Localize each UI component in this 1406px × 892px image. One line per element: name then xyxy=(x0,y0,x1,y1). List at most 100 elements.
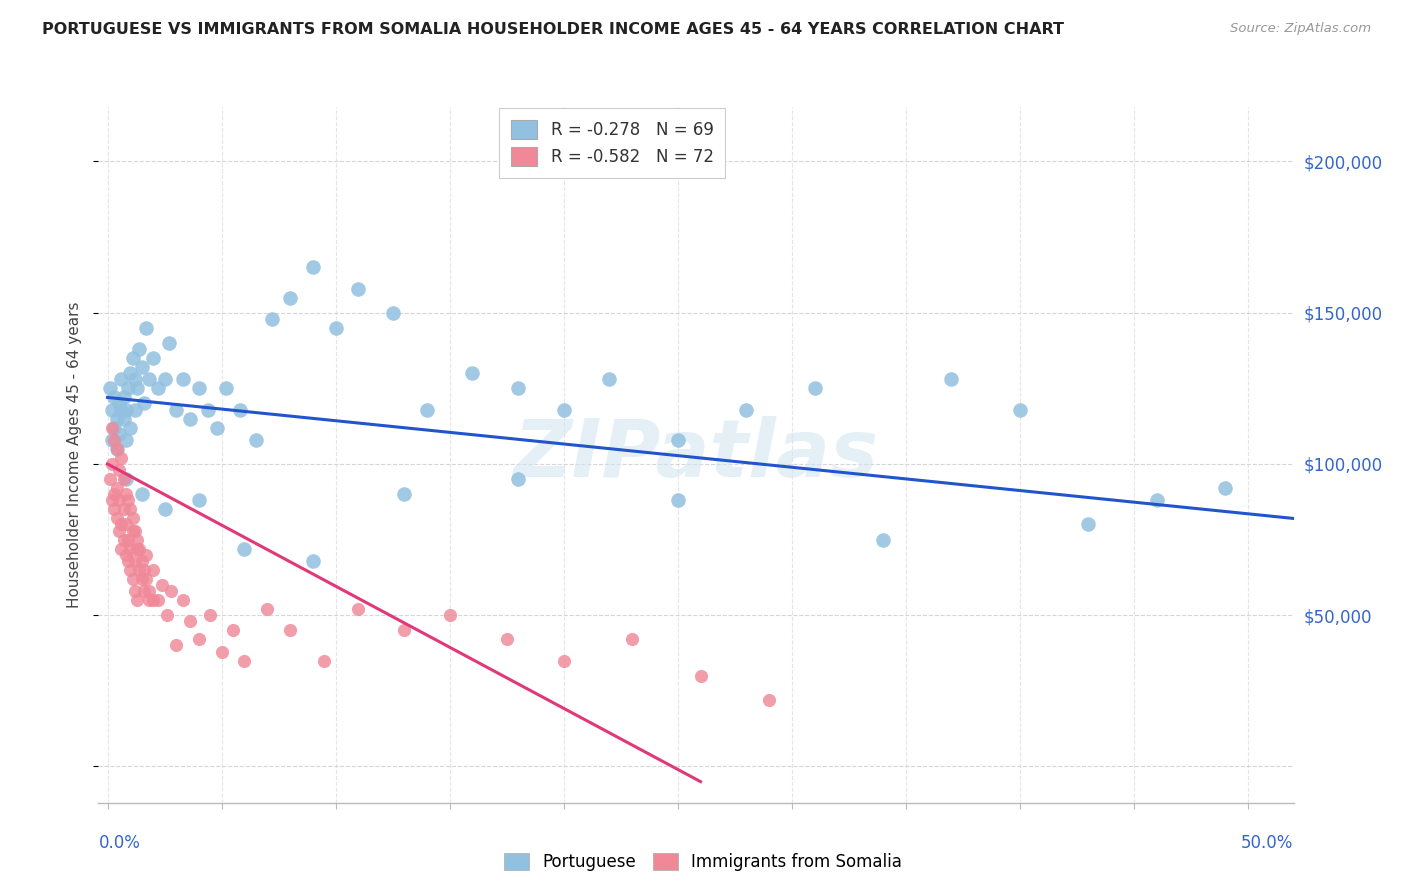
Point xyxy=(211,644,233,658)
Point xyxy=(506,472,529,486)
Point xyxy=(735,402,758,417)
Point xyxy=(347,602,370,616)
Point xyxy=(127,533,149,547)
Point xyxy=(110,402,132,417)
Point xyxy=(131,487,153,501)
Point xyxy=(110,517,132,532)
Point xyxy=(112,502,135,516)
Point xyxy=(117,493,139,508)
Point xyxy=(101,433,124,447)
Point xyxy=(121,511,143,525)
Point xyxy=(553,654,575,668)
Point xyxy=(108,426,131,441)
Point xyxy=(120,563,142,577)
Point xyxy=(1008,402,1031,417)
Point xyxy=(124,402,146,417)
Point xyxy=(314,654,336,668)
Point xyxy=(120,420,142,434)
Point xyxy=(114,402,136,417)
Point xyxy=(124,372,146,386)
Text: ZIPatlas: ZIPatlas xyxy=(513,416,879,494)
Point xyxy=(146,381,169,395)
Point xyxy=(101,457,124,471)
Point xyxy=(256,602,278,616)
Point xyxy=(160,584,183,599)
Point xyxy=(416,402,439,417)
Point xyxy=(165,639,187,653)
Point xyxy=(131,360,153,375)
Point xyxy=(233,541,256,556)
Point xyxy=(156,608,179,623)
Point xyxy=(135,548,157,562)
Point xyxy=(187,381,209,395)
Point xyxy=(135,572,157,586)
Point xyxy=(666,493,689,508)
Point xyxy=(621,632,644,647)
Point xyxy=(381,306,404,320)
Point xyxy=(1077,517,1099,532)
Point xyxy=(222,624,245,638)
Point xyxy=(124,554,146,568)
Point xyxy=(114,472,136,486)
Point xyxy=(187,493,209,508)
Point xyxy=(114,487,136,501)
Point xyxy=(138,593,160,607)
Point xyxy=(132,563,155,577)
Point xyxy=(131,554,153,568)
Point xyxy=(101,493,124,508)
Legend: R = -0.278   N = 69, R = -0.582   N = 72: R = -0.278 N = 69, R = -0.582 N = 72 xyxy=(499,109,725,178)
Point xyxy=(215,381,238,395)
Point xyxy=(153,372,176,386)
Point xyxy=(120,366,142,380)
Point xyxy=(105,442,128,456)
Point xyxy=(245,433,267,447)
Point xyxy=(105,481,128,495)
Point xyxy=(197,402,219,417)
Point xyxy=(187,632,209,647)
Point xyxy=(689,669,711,683)
Point xyxy=(179,615,201,629)
Point xyxy=(941,372,963,386)
Point xyxy=(506,381,529,395)
Point xyxy=(142,593,165,607)
Point xyxy=(114,433,136,447)
Point xyxy=(112,391,135,405)
Text: Source: ZipAtlas.com: Source: ZipAtlas.com xyxy=(1230,22,1371,36)
Point xyxy=(392,487,415,501)
Point xyxy=(131,572,153,586)
Point xyxy=(108,524,131,538)
Point xyxy=(103,420,125,434)
Point xyxy=(461,366,484,380)
Point xyxy=(112,411,135,425)
Point xyxy=(598,372,620,386)
Point xyxy=(132,396,155,410)
Point xyxy=(108,493,131,508)
Point xyxy=(124,524,146,538)
Point xyxy=(105,511,128,525)
Point xyxy=(114,548,136,562)
Point xyxy=(110,372,132,386)
Point xyxy=(124,584,146,599)
Point xyxy=(128,541,150,556)
Text: 50.0%: 50.0% xyxy=(1241,834,1294,852)
Point xyxy=(101,420,124,434)
Point xyxy=(165,402,187,417)
Point xyxy=(121,524,143,538)
Point xyxy=(1213,481,1236,495)
Point xyxy=(392,624,415,638)
Point xyxy=(120,541,142,556)
Point xyxy=(142,351,165,365)
Point xyxy=(112,533,135,547)
Text: 0.0%: 0.0% xyxy=(98,834,141,852)
Point xyxy=(325,321,347,335)
Point xyxy=(117,533,139,547)
Point xyxy=(98,381,121,395)
Point xyxy=(117,381,139,395)
Point xyxy=(666,433,689,447)
Point xyxy=(128,342,150,356)
Point xyxy=(872,533,894,547)
Point xyxy=(121,572,143,586)
Point xyxy=(233,654,256,668)
Point xyxy=(114,517,136,532)
Point xyxy=(108,463,131,477)
